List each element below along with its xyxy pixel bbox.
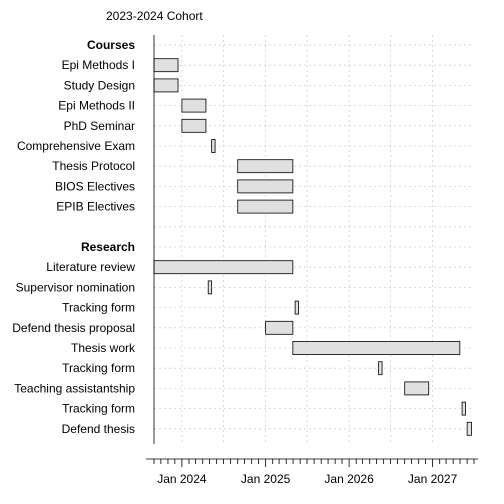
- task-bar: [461, 401, 466, 416]
- row-label: Tracking form: [62, 361, 135, 375]
- row-label: EPIB Electives: [56, 200, 135, 214]
- task-bar: [466, 421, 472, 436]
- row-label: Study Design: [64, 78, 135, 92]
- task-bar: [153, 260, 294, 275]
- task-bar: [207, 280, 213, 295]
- row-label: Supervisor nomination: [16, 280, 135, 294]
- task-bar: [294, 300, 299, 315]
- row-label: Comprehensive Exam: [17, 139, 135, 153]
- row-label: Teaching assistantship: [14, 381, 135, 395]
- x-tick-label: Jan 2027: [408, 472, 458, 486]
- task-bar: [153, 78, 179, 93]
- row-label: PhD Seminar: [64, 119, 135, 133]
- row-label: Epi Methods II: [58, 99, 135, 113]
- task-bar: [181, 118, 207, 133]
- row-label: Tracking form: [62, 402, 135, 416]
- row-label: Thesis work: [71, 341, 136, 355]
- row-label: Epi Methods I: [62, 58, 135, 72]
- task-bar: [211, 139, 216, 153]
- task-bar: [378, 361, 383, 376]
- chart-title: 2023-2024 Cohort: [106, 9, 203, 23]
- x-tick-label: Jan 2024: [157, 472, 207, 486]
- task-bar: [292, 341, 461, 355]
- row-label: BIOS Electives: [55, 179, 135, 193]
- task-bar: [181, 98, 207, 113]
- row-label: Thesis Protocol: [52, 159, 135, 173]
- task-bar: [265, 320, 294, 335]
- section-header: Courses: [87, 38, 135, 52]
- row-label: Literature review: [46, 260, 135, 274]
- x-tick-label: Jan 2026: [324, 472, 374, 486]
- row-label: Defend thesis: [62, 422, 135, 436]
- row-label: Defend thesis proposal: [12, 321, 135, 335]
- section-header: Research: [81, 240, 135, 254]
- task-bar: [153, 58, 179, 73]
- x-axis: Jan 2024 Jan 2025 Jan 2026 Jan 2027: [146, 35, 478, 486]
- x-tick-label: Jan 2025: [241, 472, 291, 486]
- bars-layer: [153, 58, 472, 436]
- task-bar: [237, 159, 294, 174]
- task-bar: [237, 179, 294, 194]
- task-bar: [237, 199, 294, 214]
- row-label: Tracking form: [62, 301, 135, 315]
- task-bar: [404, 381, 430, 396]
- row-labels: Courses Epi Methods I Study Design Epi Meth…: [12, 38, 136, 436]
